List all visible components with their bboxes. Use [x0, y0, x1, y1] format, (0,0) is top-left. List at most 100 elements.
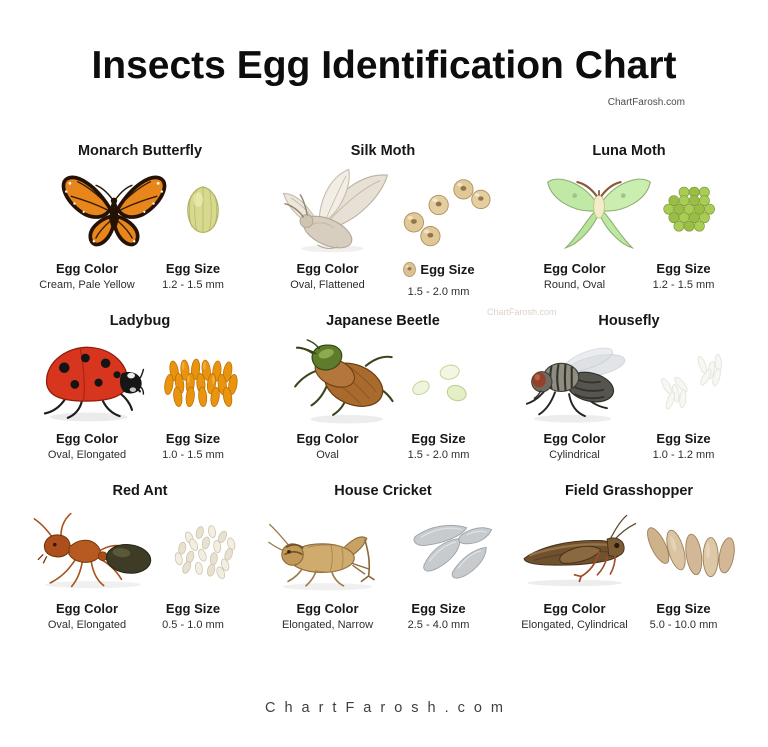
egg-size-value: 1.0 - 1.5 mm [162, 449, 224, 461]
japanese-beetle-eggs-icon [406, 353, 476, 407]
luna-moth-icon [540, 165, 658, 255]
egg-color-value: Elongated, Cylindrical [521, 619, 628, 631]
egg-size-fact: Egg Size 1.5 - 2.0 mm [383, 431, 494, 463]
egg-size-fact: Egg Size 1.0 - 1.2 mm [629, 431, 738, 463]
art-monarch [30, 161, 250, 259]
card-luna-moth: Luna Moth [516, 143, 742, 307]
egg-color-label: Egg Color [55, 601, 119, 616]
art-silk-moth [268, 161, 498, 259]
egg-color-label: Egg Color [55, 261, 119, 276]
insect-name: Monarch Butterfly [77, 143, 203, 159]
card-house-cricket: House Cricket [268, 483, 498, 647]
red-ant-eggs-icon [160, 515, 250, 585]
watermark: ChartFarosh.com [487, 307, 557, 317]
egg-size-value: 1.2 - 1.5 mm [652, 279, 715, 291]
egg-size-label: Egg Size [165, 261, 221, 276]
ladybug-icon [30, 336, 146, 424]
egg-size-fact: Egg Size 2.5 - 4.0 mm [383, 601, 494, 633]
egg-color-fact: Egg Color Oval, Elongated [34, 601, 140, 633]
facts-red-ant: Egg Color Oval, Elongated Egg Size 0.5 -… [30, 601, 250, 633]
egg-size-value: 1.5 - 2.0 mm [407, 449, 470, 461]
egg-color-label: Egg Color [543, 261, 606, 276]
japanese-beetle-icon [290, 334, 402, 426]
insect-name: Japanese Beetle [326, 313, 440, 329]
facts-housefly: Egg Color Cylindrical Egg Size 1.0 - 1.2… [516, 431, 742, 463]
egg-size-label: Egg Size [411, 601, 466, 616]
egg-color-fact: Egg Color Elongated, Cylindrical [520, 601, 629, 633]
egg-size-value: 5.0 - 10.0 mm [649, 619, 718, 631]
housefly-eggs-icon [639, 340, 739, 420]
insect-name: House Cricket [334, 483, 432, 499]
egg-color-label: Egg Color [296, 601, 359, 616]
monarch-egg-icon [179, 181, 227, 239]
facts-house-cricket: Egg Color Elongated, Narrow Egg Size 2.5… [268, 601, 498, 633]
card-monarch-butterfly: Monarch Butterfly [30, 143, 250, 307]
egg-color-label: Egg Color [55, 431, 119, 446]
facts-silk-moth: Egg Color Oval, Flattened Egg Size 1.5 -… [268, 261, 498, 300]
art-house-cricket [268, 501, 498, 599]
egg-color-label: Egg Color [543, 431, 606, 446]
egg-size-label: Egg Size [165, 601, 221, 616]
egg-color-value: Oval, Flattened [290, 279, 365, 291]
insect-name: Red Ant [112, 483, 168, 499]
egg-size-value: 1.2 - 1.5 mm [162, 279, 224, 291]
egg-size-fact: Egg Size 0.5 - 1.0 mm [140, 601, 246, 633]
card-red-ant: Red Ant [30, 483, 250, 647]
egg-size-label-with-egg: Egg Size [402, 261, 475, 278]
insect-name: Silk Moth [350, 143, 416, 159]
egg-size-fact: Egg Size 1.2 - 1.5 mm [629, 261, 738, 293]
egg-size-fact: Egg Size 1.5 - 2.0 mm [383, 261, 494, 300]
field-grasshopper-eggs-icon [642, 510, 742, 590]
art-housefly [516, 331, 742, 429]
egg-color-fact: Egg Color Cream, Pale Yellow [34, 261, 140, 293]
egg-size-fact: Egg Size 5.0 - 10.0 mm [629, 601, 738, 633]
egg-color-fact: Egg Color Oval [272, 431, 383, 463]
card-field-grasshopper: Field Grasshopper [516, 483, 742, 647]
facts-luna-moth: Egg Color Round, Oval Egg Size 1.2 - 1.5… [516, 261, 742, 293]
art-japanese-beetle [268, 331, 498, 429]
egg-color-value: Cream, Pale Yellow [39, 279, 135, 291]
egg-color-value: Round, Oval [543, 279, 606, 291]
insect-name: Luna Moth [592, 143, 666, 159]
monarch-butterfly-icon [53, 164, 175, 256]
housefly-icon [519, 336, 635, 424]
egg-color-fact: Egg Color Cylindrical [520, 431, 629, 463]
insect-grid: Monarch Butterfly [30, 143, 738, 647]
egg-color-value: Oval, Elongated [47, 619, 127, 631]
egg-color-value: Elongated, Narrow [281, 619, 374, 631]
page-title: Insects Egg Identification Chart [91, 44, 677, 87]
red-ant-icon [30, 510, 156, 590]
facts-ladybug: Egg Color Oval, Elongated Egg Size 1.0 -… [30, 431, 250, 463]
egg-color-value: Oval, Elongated [47, 449, 127, 461]
facts-japanese-beetle: Egg Color Oval Egg Size 1.5 - 2.0 mm [268, 431, 498, 463]
facts-field-grasshopper: Egg Color Elongated, Cylindrical Egg Siz… [516, 601, 742, 633]
egg-size-fact: Egg Size 1.2 - 1.5 mm [140, 261, 246, 293]
egg-size-value: 2.5 - 4.0 mm [407, 619, 470, 631]
silk-moth-single-egg-icon [403, 262, 417, 277]
field-grasshopper-icon [516, 509, 638, 591]
art-luna-moth [516, 161, 742, 259]
art-field-grasshopper [516, 501, 742, 599]
card-ladybug: Ladybug [30, 313, 250, 477]
insect-name: Housefly [598, 313, 660, 329]
egg-size-label: Egg Size [165, 431, 221, 446]
brand-credit: ChartFarosh.com [607, 97, 685, 108]
silk-moth-eggs-icon [400, 171, 492, 249]
egg-size-label: Egg Size [656, 431, 711, 446]
egg-size-label: Egg Size [411, 431, 466, 446]
egg-color-label: Egg Color [296, 431, 359, 446]
facts-monarch: Egg Color Cream, Pale Yellow Egg Size 1.… [30, 261, 250, 293]
egg-size-value: 1.5 - 2.0 mm [407, 286, 470, 298]
egg-color-fact: Egg Color Oval, Flattened [272, 261, 383, 300]
egg-color-value: Cylindrical [549, 449, 600, 461]
luna-moth-eggs-icon [662, 182, 718, 238]
house-cricket-icon [268, 508, 394, 593]
egg-color-label: Egg Color [543, 601, 606, 616]
card-silk-moth: Silk Moth [268, 143, 498, 307]
insect-name: Ladybug [109, 313, 171, 329]
egg-color-value: Oval [316, 449, 339, 461]
card-housefly: Housefly [516, 313, 742, 477]
footer-brand: ChartFarosh.com [264, 700, 512, 716]
egg-color-fact: Egg Color Elongated, Narrow [272, 601, 383, 633]
art-red-ant [30, 501, 250, 599]
